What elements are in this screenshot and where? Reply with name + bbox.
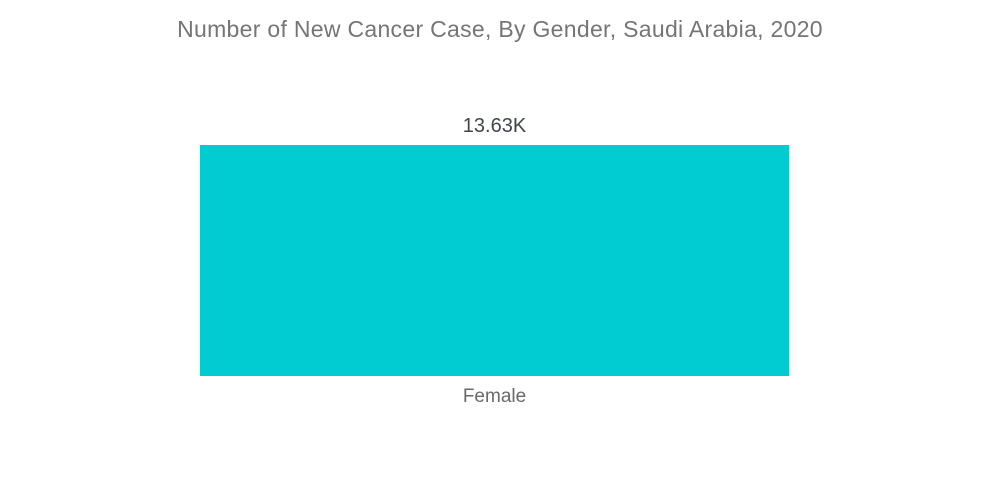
- bar-value-label: 13.63K: [462, 115, 527, 137]
- category-label-female: Female: [462, 386, 527, 407]
- chart-title: Number of New Cancer Case, By Gender, Sa…: [177, 16, 823, 42]
- bar-female: [200, 145, 789, 376]
